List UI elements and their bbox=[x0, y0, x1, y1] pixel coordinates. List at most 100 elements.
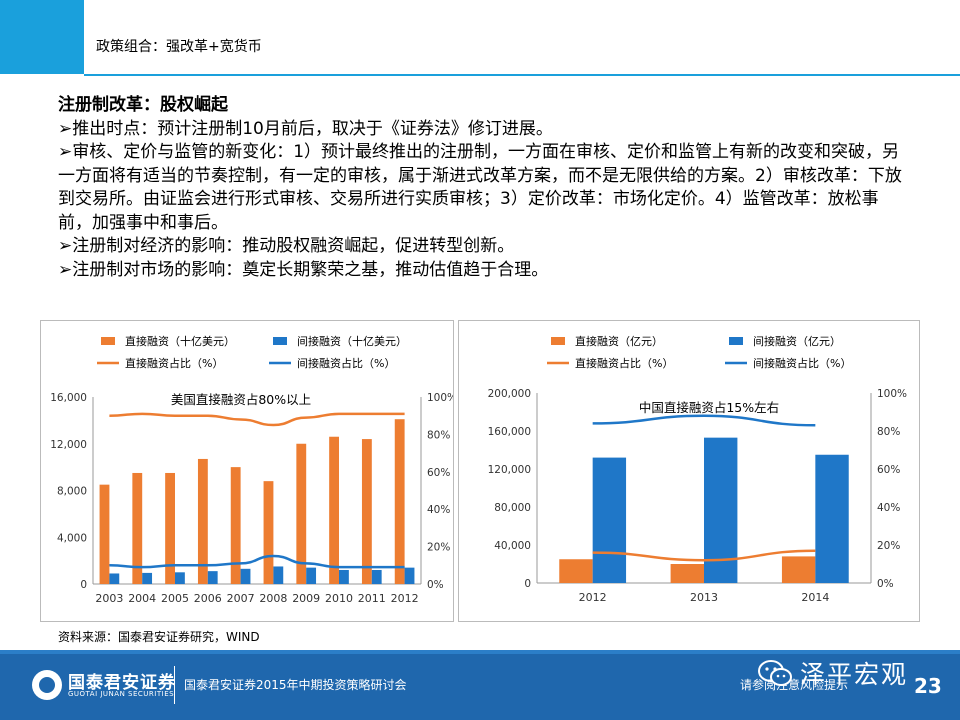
y-right-tick-label: 40% bbox=[877, 502, 900, 514]
y-left-tick-label: 8,000 bbox=[57, 486, 87, 498]
y-left-tick-label: 16,000 bbox=[50, 392, 87, 404]
bar bbox=[339, 569, 349, 584]
bullet-4: ➢注册制对市场的影响：奠定长期繁荣之基，推动估值趋于合理。 bbox=[58, 259, 549, 280]
bar bbox=[781, 556, 816, 583]
x-tick-label: 2008 bbox=[259, 592, 287, 605]
bar bbox=[306, 567, 317, 584]
legend-swatch bbox=[273, 337, 287, 345]
x-tick-label: 2003 bbox=[95, 592, 123, 605]
x-tick-label: 2006 bbox=[194, 592, 222, 605]
bar bbox=[175, 572, 185, 584]
x-tick-label: 2014 bbox=[801, 591, 829, 604]
header-accent-block bbox=[0, 0, 84, 74]
bar bbox=[394, 419, 405, 584]
legend-label: 间接融资（亿元） bbox=[753, 335, 841, 348]
x-tick-label: 2007 bbox=[227, 592, 255, 605]
bullet-3: ➢注册制对经济的影响：推动股权融资崛起，促进转型创新。 bbox=[58, 236, 515, 256]
x-tick-label: 2013 bbox=[690, 591, 718, 604]
footer-bar: 国泰君安证券 GUOTAI JUNAN SECURITIES 国泰君安证券201… bbox=[0, 650, 960, 720]
bullet-2: ➢审核、定价与监管的新变化：1）预计最终推出的注册制，一方面在审核、定价和监管上… bbox=[58, 142, 902, 233]
y-left-tick-label: 0 bbox=[524, 578, 531, 590]
bar bbox=[142, 572, 153, 584]
footer-separator bbox=[174, 666, 175, 704]
legend-label: 直接融资（十亿美元） bbox=[125, 334, 235, 348]
y-left-tick-label: 0 bbox=[80, 579, 87, 591]
y-right-tick-label: 0% bbox=[427, 579, 444, 591]
y-right-tick-label: 40% bbox=[427, 504, 450, 516]
bar bbox=[99, 484, 110, 584]
logo-text-cn: 国泰君安证券 bbox=[68, 673, 176, 693]
bar bbox=[197, 458, 208, 584]
footer-band bbox=[0, 650, 960, 654]
page-number: 23 bbox=[914, 674, 942, 698]
y-right-tick-label: 80% bbox=[427, 429, 450, 441]
series-line bbox=[592, 549, 816, 562]
bar bbox=[296, 443, 307, 584]
y-left-tick-label: 120,000 bbox=[488, 464, 531, 476]
china-financing-chart-svg: 直接融资（亿元） 间接融资（亿元） 直接融资占比（%） 间接融资占比（%） 0 40,00… bbox=[488, 334, 907, 604]
bar bbox=[670, 564, 704, 583]
y-right-tick-label: 20% bbox=[427, 542, 450, 554]
bar bbox=[329, 436, 339, 584]
y-left-tick-label: 40,000 bbox=[494, 540, 531, 552]
legend-label: 直接融资（亿元） bbox=[575, 334, 663, 348]
y-right-tick-label: 100% bbox=[427, 392, 453, 404]
legend-label: 间接融资占比（%） bbox=[297, 356, 395, 370]
us-financing-chart: 直接融资（十亿美元） 间接融资（十亿美元） 直接融资占比（%） 间接融资占比（%） 0 4… bbox=[40, 320, 454, 622]
y-right-tick-label: 80% bbox=[877, 426, 900, 438]
bar bbox=[361, 439, 372, 584]
series-line bbox=[109, 412, 405, 427]
y-left-tick-label: 160,000 bbox=[488, 426, 531, 438]
bar bbox=[815, 454, 849, 583]
y-right-tick-label: 0% bbox=[877, 578, 894, 590]
source-note: 资料来源：国泰君安证券研究，WIND bbox=[58, 630, 260, 644]
y-right-tick-label: 60% bbox=[877, 464, 900, 476]
legend-label: 直接融资占比（%） bbox=[575, 356, 673, 370]
section-heading: 注册制改革：股权崛起 bbox=[58, 95, 228, 115]
x-tick-label: 2012 bbox=[391, 592, 419, 605]
bar bbox=[207, 571, 218, 584]
logo-text-en: GUOTAI JUNAN SECURITIES bbox=[68, 690, 175, 698]
bar bbox=[371, 569, 382, 584]
bar bbox=[230, 467, 241, 584]
y-left-tick-label: 200,000 bbox=[488, 388, 531, 400]
chart-annotation: 中国直接融资占15%左右 bbox=[639, 400, 779, 415]
bullet-1: ➢推出时点：预计注册制10月前后，取决于《证券法》修订进展。 bbox=[58, 118, 553, 139]
y-left-tick-label: 4,000 bbox=[57, 532, 87, 544]
bar bbox=[165, 472, 175, 584]
y-right-tick-label: 60% bbox=[427, 467, 450, 479]
series-line bbox=[592, 414, 816, 427]
bar bbox=[109, 573, 120, 584]
wechat-icon bbox=[758, 660, 792, 686]
bar bbox=[273, 566, 284, 584]
y-left-tick-label: 80,000 bbox=[494, 502, 531, 514]
legend-label: 直接融资占比（%） bbox=[125, 356, 223, 370]
x-tick-label: 2011 bbox=[358, 592, 386, 605]
body-text: 注册制改革：股权崛起 ➢推出时点：预计注册制10月前后，取决于《证券法》修订进展… bbox=[58, 94, 908, 282]
wechat-account-name: 泽平宏观 bbox=[800, 660, 909, 689]
y-left-tick-label: 12,000 bbox=[50, 439, 87, 451]
bar bbox=[592, 457, 627, 583]
x-tick-label: 2012 bbox=[579, 591, 607, 604]
bar bbox=[132, 472, 143, 584]
x-tick-label: 2004 bbox=[128, 592, 156, 605]
legend-swatch bbox=[729, 337, 743, 345]
event-name: 国泰君安证券2015年中期投资策略研讨会 bbox=[184, 678, 407, 692]
legend-label: 间接融资占比（%） bbox=[753, 356, 851, 370]
legend-swatch bbox=[101, 337, 115, 345]
us-financing-chart-svg: 直接融资（十亿美元） 间接融资（十亿美元） 直接融资占比（%） 间接融资占比（%） 0 4… bbox=[50, 334, 453, 605]
chart-annotation: 美国直接融资占80%以上 bbox=[171, 392, 311, 407]
series-line bbox=[109, 554, 405, 569]
y-right-tick-label: 20% bbox=[877, 540, 900, 552]
bar bbox=[559, 559, 593, 583]
china-financing-chart: 直接融资（亿元） 间接融资（亿元） 直接融资占比（%） 间接融资占比（%） 0 40,00… bbox=[458, 320, 920, 622]
header-divider bbox=[84, 74, 960, 76]
bar bbox=[404, 567, 415, 584]
y-right-tick-label: 100% bbox=[877, 388, 907, 400]
bar bbox=[240, 568, 251, 584]
legend-label: 间接融资（十亿美元） bbox=[297, 334, 407, 348]
legend-swatch bbox=[551, 337, 565, 345]
bar bbox=[263, 481, 274, 584]
page-title: 政策组合：强改革+宽货币 bbox=[96, 39, 262, 55]
company-logo-icon bbox=[32, 670, 62, 700]
